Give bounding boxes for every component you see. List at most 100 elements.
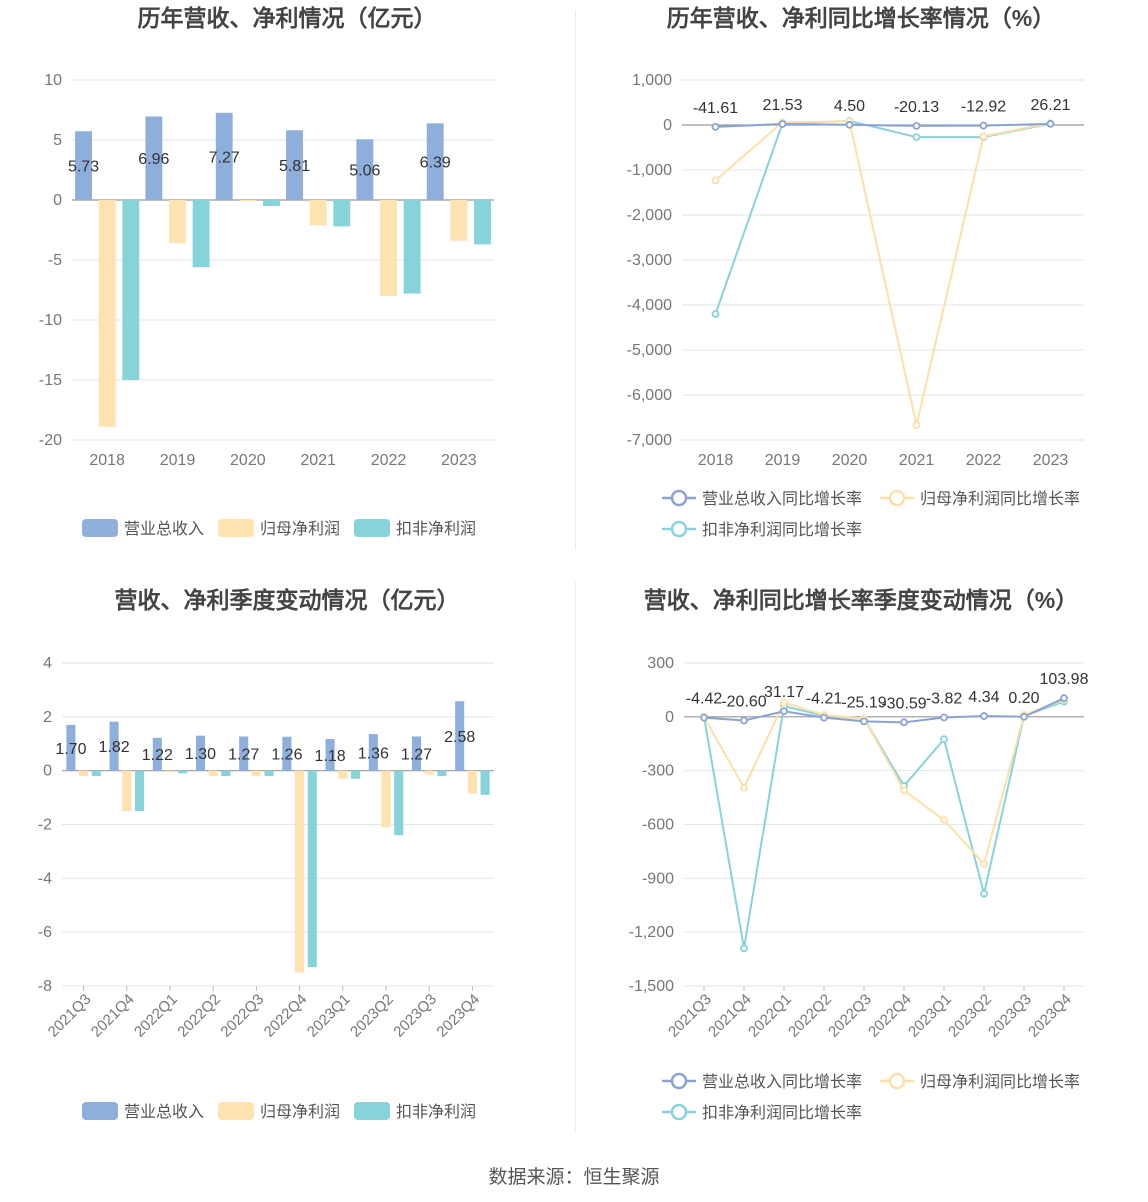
x-tick-label: 2023Q2: [347, 991, 397, 1041]
y-tick-label: -1,500: [629, 978, 674, 995]
data-source: 数据来源：恒生聚源: [488, 1167, 660, 1188]
y-tick-label: -10: [39, 312, 62, 329]
point-归母净利润同比增长率-2022Q1: [780, 698, 788, 707]
y-tick-label: 0: [663, 117, 672, 134]
data-label: 4.50: [834, 98, 865, 115]
point-营业总收入同比增长率-2021: [912, 122, 921, 130]
line-扣非净利润同比增长率: [703, 700, 1065, 949]
legend-swatch: [82, 519, 118, 537]
y-tick-label: -5,000: [627, 342, 672, 359]
x-tick-label: 2021Q4: [705, 991, 755, 1041]
point-扣非净利润同比增长率-2023Q2: [980, 889, 988, 898]
x-tick-label: 2020: [832, 452, 868, 469]
data-label: 1.30: [185, 746, 216, 763]
x-tick-label: 2023Q1: [304, 991, 354, 1041]
x-tick-label: 2022: [371, 452, 407, 469]
y-tick-label: -8: [38, 978, 52, 995]
y-tick-label: 0: [43, 763, 52, 780]
line-扣非净利润同比增长率: [714, 119, 1051, 315]
legend-label: 归母净利润: [260, 520, 340, 538]
annual-growth-svg: 历年营收、净利同比增长率情况（%） 1,000 0 -1,000 -2,000 -3,00…: [627, 5, 1084, 539]
bar-归母净利润-2023Q1: [338, 770, 348, 779]
legend-marker: [670, 1103, 688, 1121]
y-tick-label: 5: [53, 132, 62, 149]
y-tick-label: -1,200: [629, 924, 674, 941]
x-tick-label: 2021: [300, 452, 336, 469]
x-tick-label: 2023: [441, 452, 477, 469]
point-归母净利润同比增长率-2018: [711, 176, 720, 185]
x-tick-label: 2022Q1: [131, 991, 181, 1041]
legend-marker: [670, 520, 688, 538]
line-营业总收入同比增长率: [715, 122, 1051, 128]
point-营业总收入同比增长率-2023Q2: [980, 712, 988, 720]
bar-营业总收入-2022: [356, 139, 374, 200]
bar-扣非净利润-2018: [122, 200, 140, 380]
data-label: -12.92: [961, 99, 1006, 116]
data-label: 6.39: [420, 155, 451, 172]
point-营业总收入同比增长率-2021Q4: [740, 716, 748, 725]
point-归母净利润同比增长率-2021Q4: [740, 783, 748, 792]
data-label: 5.73: [68, 159, 99, 176]
bar-营业总收入-2023Q3: [411, 736, 422, 771]
bar-归母净利润-2023: [450, 200, 468, 241]
x-tick-label: 2022Q3: [825, 991, 875, 1041]
bar-归母净利润-2019: [169, 200, 186, 244]
data-label: -41.61: [693, 100, 738, 117]
bar-营业总收入-2023Q2: [368, 734, 378, 771]
data-label: 5.81: [279, 158, 310, 175]
data-label: -20.13: [894, 99, 939, 116]
line-归母净利润同比增长率: [714, 120, 1051, 426]
data-label: -20.60: [721, 694, 766, 711]
legend-label: 营业总收入: [124, 520, 204, 538]
point-营业总收入同比增长率-2022: [979, 121, 988, 130]
x-tick-label: 2022: [966, 452, 1002, 469]
legend-label: 扣非净利润同比增长率: [702, 521, 862, 539]
x-tick-label: 2023Q3: [985, 991, 1035, 1041]
y-tick-label: -7,000: [627, 432, 672, 449]
point-扣非净利润同比增长率-2021: [912, 133, 921, 142]
x-tick-label: 2022Q2: [174, 991, 224, 1041]
data-label: 2.58: [444, 729, 475, 746]
quarterly-amount-svg: 营收、净利季度变动情况（亿元）420-2-4-6-82021Q32021Q420…: [38, 587, 494, 1121]
bar-扣非净利润-2022Q3: [264, 770, 274, 777]
y-tick-label: -300: [642, 763, 674, 780]
divider-top: [575, 10, 576, 550]
x-tick-label: 2021: [899, 452, 935, 469]
y-tick-label: 300: [647, 655, 674, 672]
x-tick-label: 2023Q2: [945, 991, 995, 1041]
data-label: 1.82: [99, 739, 130, 756]
data-label: 1.36: [358, 745, 389, 762]
data-label: -30.59: [881, 695, 926, 712]
bar-扣非净利润-2020: [263, 200, 280, 206]
quarterly-amount-panel: 营收、净利季度变动情况（亿元） 4 2 0 -2 -4 -6 -8 2021Q3 2021Q4 20…: [0, 582, 574, 1162]
bar-营业总收入-2019: [145, 116, 163, 200]
y-tick-label: -20: [39, 432, 62, 449]
data-label: 6.96: [138, 151, 169, 168]
point-归母净利润同比增长率-2022Q4: [900, 786, 908, 795]
x-tick-label: 2018: [698, 452, 734, 469]
point-营业总收入同比增长率-2023Q4: [1060, 694, 1068, 703]
data-label: 5.06: [349, 163, 380, 180]
y-tick-label: -4,000: [627, 297, 672, 314]
point-营业总收入同比增长率-2018: [711, 122, 720, 131]
bar-扣非净利润-2022Q4: [307, 770, 317, 968]
x-tick-label: 2020: [230, 452, 266, 469]
legend-swatch: [218, 519, 254, 537]
point-营业总收入同比增长率-2021Q3: [700, 713, 708, 722]
annual-amount-panel: 历年营收、净利情况（亿元） 10 5 0 -5 -10 -15 -20 2018 2019 2020…: [0, 0, 574, 580]
point-营业总收入同比增长率-2019: [778, 120, 787, 128]
point-营业总收入同比增长率-2022Q2: [820, 713, 828, 722]
y-tick-label: -600: [642, 817, 674, 834]
y-tick-label: -2: [38, 817, 52, 834]
y-tick-label: -6: [38, 924, 52, 941]
data-label: 31.17: [764, 684, 804, 701]
bar-扣非净利润-2019: [192, 200, 210, 268]
data-label: -4.21: [806, 691, 843, 708]
chart-title: 历年营收、净利情况（亿元）: [138, 5, 437, 31]
legend-marker: [670, 489, 688, 507]
data-label: 1.26: [271, 747, 302, 764]
legend-label: 营业总收入同比增长率: [702, 490, 862, 508]
bar-扣非净利润-2023: [474, 200, 491, 245]
x-tick-label: 2022Q4: [261, 991, 311, 1041]
data-label: -4.42: [686, 691, 723, 708]
